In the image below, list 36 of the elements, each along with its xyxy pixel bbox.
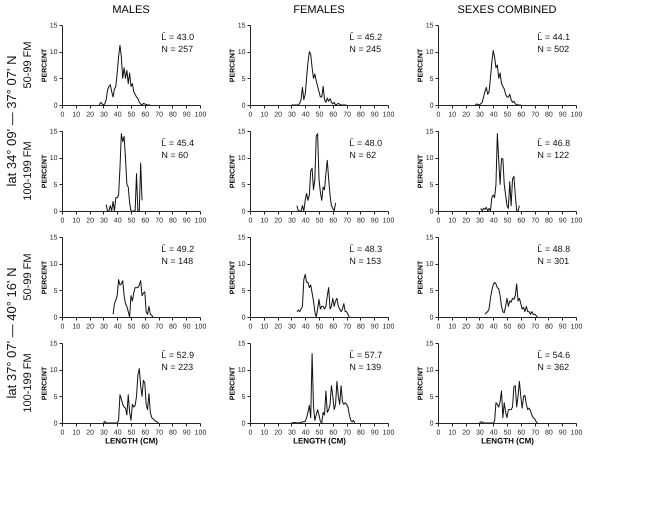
chart-title: FEMALES bbox=[293, 4, 345, 16]
annotation: N = 139 bbox=[349, 362, 382, 372]
x-axis-title: LENGTH (CM) bbox=[481, 436, 534, 446]
text: lat 37° 07' — 40° 16' N bbox=[4, 268, 19, 398]
text: lat 34° 09' — 37° 07' N bbox=[4, 56, 19, 186]
annotation: L̄ = 43.0 bbox=[161, 32, 194, 42]
annotation: L̄ = 49.2 bbox=[161, 244, 194, 254]
annotation: N = 502 bbox=[537, 44, 570, 54]
annotation: L̄ = 54.6 bbox=[537, 350, 570, 360]
annotation: N = 60 bbox=[161, 150, 188, 160]
chart-title: SEXES COMBINED bbox=[457, 4, 557, 16]
annotation: N = 257 bbox=[161, 44, 194, 54]
annotation: L̄ = 48.3 bbox=[349, 244, 382, 254]
annotation: L̄ = 46.8 bbox=[537, 138, 570, 148]
annotation: N = 62 bbox=[349, 150, 376, 160]
annotation: L̄ = 48.0 bbox=[349, 138, 382, 148]
x-axis-title: LENGTH (CM) bbox=[293, 436, 346, 446]
text: 50-99 FM bbox=[22, 253, 34, 301]
annotation: N = 245 bbox=[349, 44, 382, 54]
text: 50-99 FM bbox=[22, 41, 34, 89]
annotation: N = 153 bbox=[349, 256, 382, 266]
x-axis-title: LENGTH (CM) bbox=[105, 436, 158, 446]
annotation: N = 122 bbox=[537, 150, 570, 160]
text: 100-199 FM bbox=[22, 353, 34, 413]
annotation: N = 301 bbox=[537, 256, 570, 266]
annotation: L̄ = 48.8 bbox=[537, 244, 570, 254]
annotation: N = 362 bbox=[537, 362, 570, 372]
annotation: L̄ = 44.1 bbox=[537, 32, 570, 42]
text: 100-199 FM bbox=[22, 141, 34, 201]
chart-title: MALES bbox=[112, 4, 150, 16]
annotation: L̄ = 57.7 bbox=[349, 350, 382, 360]
annotation: L̄ = 45.4 bbox=[161, 138, 194, 148]
annotation: N = 223 bbox=[161, 362, 194, 372]
annotation: L̄ = 52.9 bbox=[161, 350, 194, 360]
annotation: L̄ = 45.2 bbox=[349, 32, 382, 42]
annotation: N = 148 bbox=[161, 256, 194, 266]
